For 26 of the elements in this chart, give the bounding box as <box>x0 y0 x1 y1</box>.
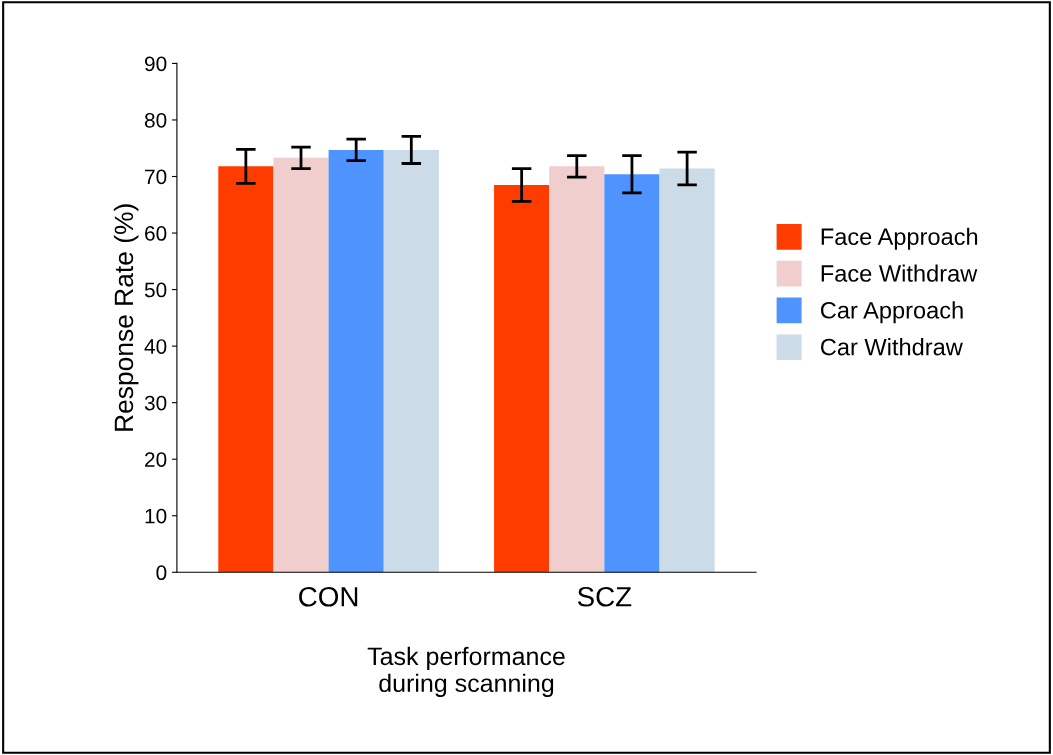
y-tick-label: 70 <box>145 169 167 185</box>
y-tick-label: 10 <box>145 508 167 524</box>
bar <box>383 149 439 573</box>
y-tick-label: 90 <box>144 56 167 72</box>
bar <box>604 174 660 573</box>
legend-label: Face Withdraw <box>821 264 978 282</box>
y-tick-label: 20 <box>145 452 167 467</box>
x-tick-label: CON <box>299 586 358 607</box>
y-tick-label: 40 <box>144 339 167 354</box>
y-tick-label: 30 <box>144 395 167 411</box>
bar <box>328 149 384 573</box>
y-tick-label: 50 <box>144 282 167 298</box>
bar <box>494 184 550 573</box>
legend-label: Car Approach <box>821 301 963 324</box>
y-tick-label: 60 <box>145 226 167 241</box>
x-tick-label: SCZ <box>577 586 632 607</box>
bar <box>659 168 715 573</box>
y-tick-label: 0 <box>156 565 167 581</box>
bar <box>273 157 329 573</box>
y-tick-label: 80 <box>144 112 167 128</box>
legend-label: Face Approach <box>821 227 978 250</box>
bar <box>218 166 274 573</box>
bar <box>549 166 605 573</box>
legend-label: Car Withdraw <box>821 338 963 356</box>
x-axis-title: Task performance during scanning <box>367 646 565 698</box>
y-axis-title: Response Rate (%) <box>113 204 139 431</box>
